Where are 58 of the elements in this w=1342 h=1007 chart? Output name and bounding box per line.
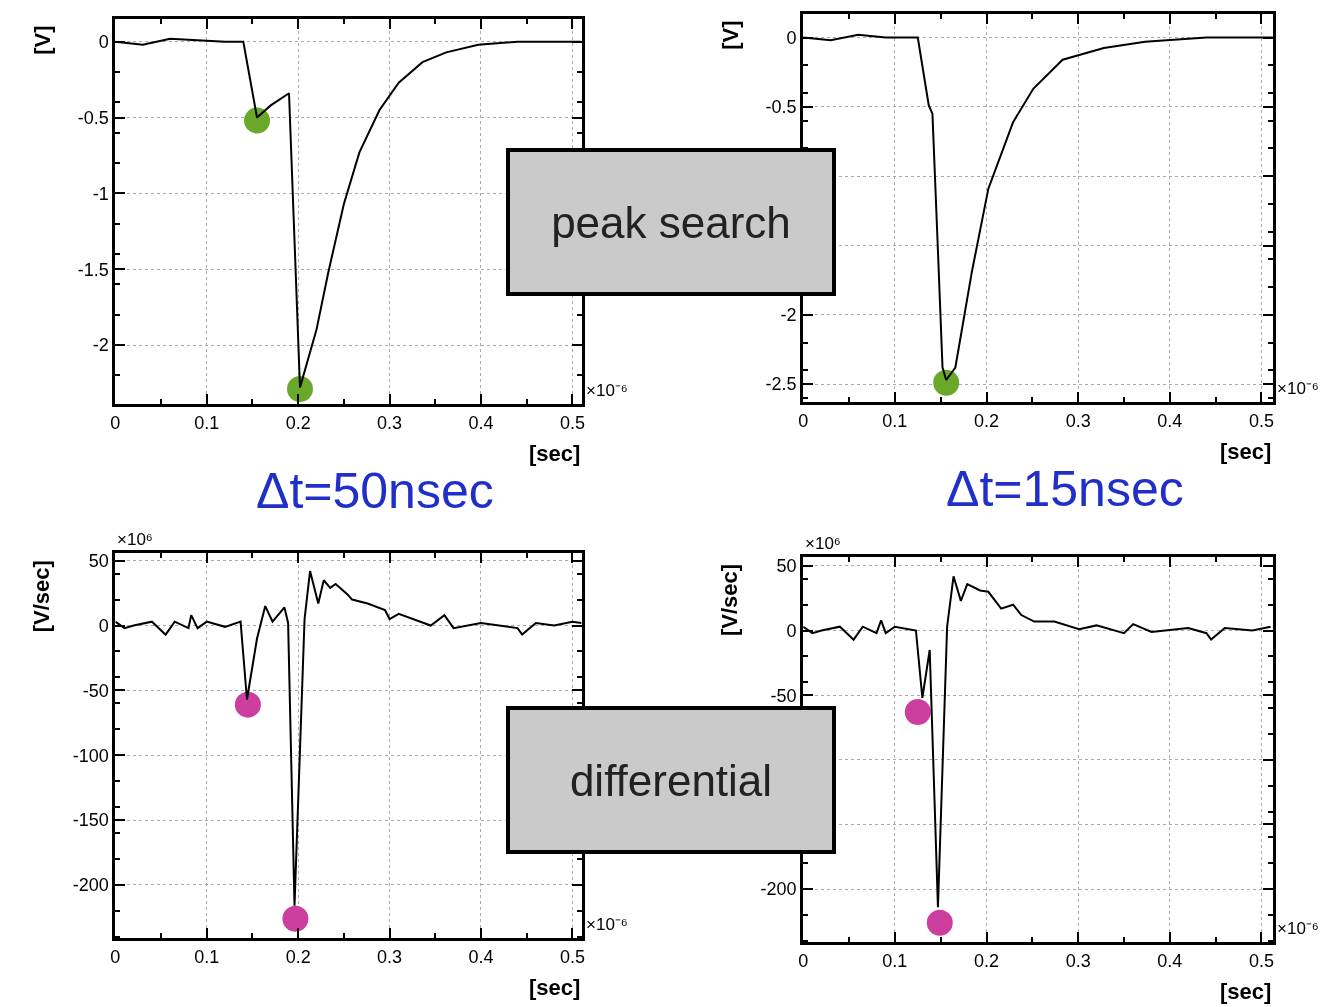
annotation: peak search [551,197,791,247]
y-tick-label: 0 [98,32,109,53]
x-tick-label: 0.2 [974,410,1000,431]
y-tick-label: -100 [72,745,109,766]
x-tick-label: 0.3 [1065,950,1091,971]
x-tick-label: 0.5 [1248,950,1274,971]
y-tick-label: -1 [92,183,109,204]
x-tick-label: 0.1 [194,946,220,967]
text: ×10⁶ [805,534,841,553]
y-tick-label: 0 [786,620,797,641]
x-tick-label: 0.1 [882,410,908,431]
y-tick-label: 50 [88,550,109,571]
x-tick-label: 0.5 [559,412,585,433]
x-tick-label: 0.1 [194,412,220,433]
y-axis-title: [V/sec] [717,563,743,637]
x-axis-title: [sec] [1220,979,1272,1004]
y-tick-label: -200 [72,875,109,896]
y-axis-title: [V] [717,20,743,50]
y-tick-label: -2 [780,305,797,326]
y-axis-title: [V/sec] [29,560,55,633]
x-tick-label: 0.4 [468,946,494,967]
x-tick-label: 0.3 [377,946,403,967]
y-tick-label: -50 [770,685,797,706]
annotation: differential [569,755,773,805]
x-tick-label: 0.1 [882,950,908,971]
line-series [803,575,1272,909]
y-tick-label: -150 [72,810,109,831]
x-tick-label: 0.5 [1248,410,1274,431]
text: Δt=15nsec [946,461,1184,517]
y-tick-label: -0.5 [77,107,109,128]
y-tick-label: -0.5 [765,97,797,118]
x-tick-label: 0.2 [285,946,311,967]
y-tick-label: -2.5 [765,374,797,395]
x-tick-label: 0.4 [468,412,494,433]
y-tick-label: -200 [760,879,797,900]
text: ×10⁻⁶ [1277,379,1319,398]
x-tick-label: 0.2 [974,950,1000,971]
y-tick-label: -2 [92,335,109,356]
y-tick-label: 0 [786,27,797,48]
y-tick-label: -50 [82,680,109,701]
x-tick-label: 0.2 [285,412,311,433]
x-axis-title: [sec] [529,975,581,1000]
x-axis-title: [sec] [1220,439,1272,464]
y-tick-label: -1.5 [77,259,109,280]
x-axis-title: [sec] [529,441,581,466]
x-tick-label: 0.3 [377,412,403,433]
x-tick-label: 0.4 [1157,950,1183,971]
x-tick-label: 0.3 [1065,410,1091,431]
text: ×10⁻⁶ [586,381,628,400]
y-tick-label: 0 [98,615,109,636]
y-axis-title: [V] [29,25,55,55]
text: ×10⁶ [117,530,153,549]
text: ×10⁻⁶ [586,915,628,934]
text: Δt=50nsec [256,463,494,519]
text: ×10⁻⁶ [1277,919,1319,938]
x-tick-label: 0.4 [1157,410,1183,431]
x-tick-label: 0.5 [559,946,585,967]
y-tick-label: 50 [776,556,797,577]
